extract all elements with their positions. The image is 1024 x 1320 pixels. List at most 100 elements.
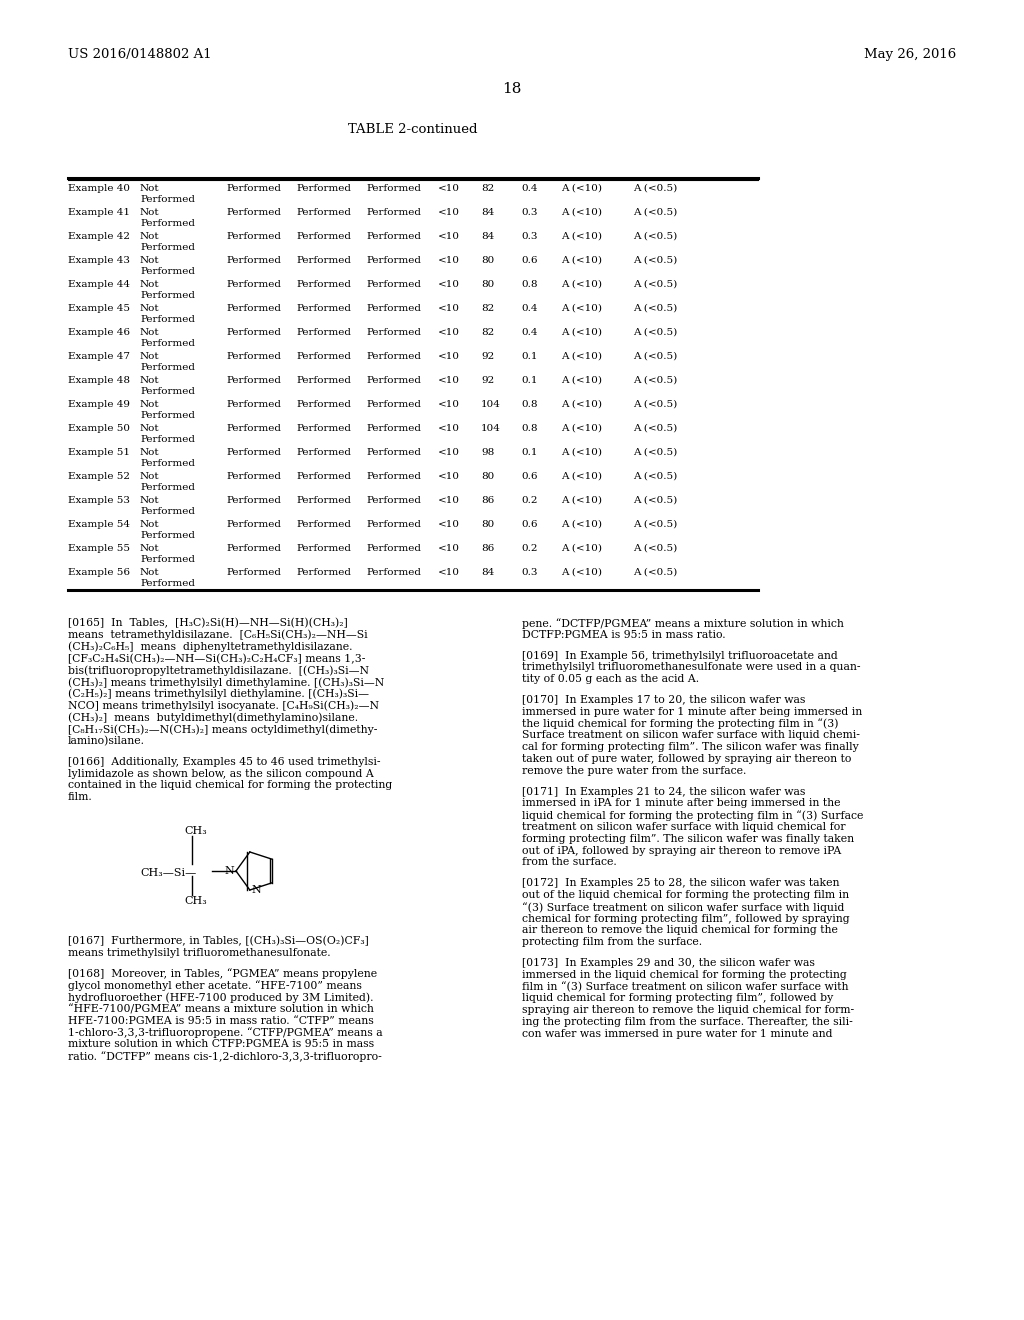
- Text: Not: Not: [140, 520, 160, 529]
- Text: Not: Not: [140, 400, 160, 409]
- Text: A (<0.5): A (<0.5): [633, 256, 677, 265]
- Text: Performed: Performed: [366, 447, 421, 457]
- Text: A (<10): A (<10): [561, 232, 602, 242]
- Text: <10: <10: [438, 496, 460, 506]
- Text: Performed: Performed: [226, 352, 281, 360]
- Text: A (<10): A (<10): [561, 424, 602, 433]
- Text: Performed: Performed: [366, 304, 421, 313]
- Text: <10: <10: [438, 376, 460, 385]
- Text: Performed: Performed: [226, 400, 281, 409]
- Text: trimethylsilyl trifluoromethanesulfonate were used in a quan-: trimethylsilyl trifluoromethanesulfonate…: [522, 663, 860, 672]
- Text: 0.4: 0.4: [521, 183, 538, 193]
- Text: Performed: Performed: [296, 568, 351, 577]
- Text: Performed: Performed: [140, 243, 195, 252]
- Text: Performed: Performed: [140, 531, 195, 540]
- Text: 0.8: 0.8: [521, 424, 538, 433]
- Text: [C₈H₁₇Si(CH₃)₂—N(CH₃)₂] means octyldimethyl(dimethy-: [C₈H₁₇Si(CH₃)₂—N(CH₃)₂] means octyldimet…: [68, 725, 378, 735]
- Text: Example 41: Example 41: [68, 209, 130, 216]
- Text: Example 48: Example 48: [68, 376, 130, 385]
- Text: <10: <10: [438, 520, 460, 529]
- Text: CH₃: CH₃: [184, 826, 208, 836]
- Text: (CH₃)₂] means trimethylsilyl dimethylamine. [(CH₃)₃Si—N: (CH₃)₂] means trimethylsilyl dimethylami…: [68, 677, 384, 688]
- Text: A (<0.5): A (<0.5): [633, 400, 677, 409]
- Text: 86: 86: [481, 496, 495, 506]
- Text: Performed: Performed: [366, 400, 421, 409]
- Text: <10: <10: [438, 447, 460, 457]
- Text: lylimidazole as shown below, as the silicon compound A: lylimidazole as shown below, as the sili…: [68, 768, 374, 779]
- Text: A (<10): A (<10): [561, 352, 602, 360]
- Text: air thereon to remove the liquid chemical for forming the: air thereon to remove the liquid chemica…: [522, 925, 838, 936]
- Text: 104: 104: [481, 424, 501, 433]
- Text: 0.1: 0.1: [521, 352, 538, 360]
- Text: TABLE 2-continued: TABLE 2-continued: [348, 123, 478, 136]
- Text: Not: Not: [140, 209, 160, 216]
- Text: Performed: Performed: [226, 232, 281, 242]
- Text: Example 56: Example 56: [68, 568, 130, 577]
- Text: Performed: Performed: [296, 256, 351, 265]
- Text: <10: <10: [438, 424, 460, 433]
- Text: Performed: Performed: [140, 411, 195, 420]
- Text: 80: 80: [481, 520, 495, 529]
- Text: Not: Not: [140, 304, 160, 313]
- Text: Performed: Performed: [140, 314, 195, 323]
- Text: Performed: Performed: [366, 544, 421, 553]
- Text: (C₂H₅)₂] means trimethylsilyl diethylamine. [(CH₃)₃Si—: (C₂H₅)₂] means trimethylsilyl diethylami…: [68, 689, 369, 700]
- Text: Example 53: Example 53: [68, 496, 130, 506]
- Text: 0.3: 0.3: [521, 232, 538, 242]
- Text: con wafer was immersed in pure water for 1 minute and: con wafer was immersed in pure water for…: [522, 1028, 833, 1039]
- Text: 86: 86: [481, 544, 495, 553]
- Text: N: N: [252, 884, 261, 895]
- Text: “(3) Surface treatment on silicon wafer surface with liquid: “(3) Surface treatment on silicon wafer …: [522, 902, 845, 912]
- Text: [0171]  In Examples 21 to 24, the silicon wafer was: [0171] In Examples 21 to 24, the silicon…: [522, 787, 805, 796]
- Text: A (<10): A (<10): [561, 304, 602, 313]
- Text: A (<0.5): A (<0.5): [633, 304, 677, 313]
- Text: Not: Not: [140, 327, 160, 337]
- Text: Performed: Performed: [296, 473, 351, 480]
- Text: [0167]  Furthermore, in Tables, [(CH₃)₃Si—OS(O₂)CF₃]: [0167] Furthermore, in Tables, [(CH₃)₃Si…: [68, 936, 369, 946]
- Text: Surface treatment on silicon wafer surface with liquid chemi-: Surface treatment on silicon wafer surfa…: [522, 730, 860, 741]
- Text: A (<10): A (<10): [561, 209, 602, 216]
- Text: Not: Not: [140, 568, 160, 577]
- Text: Performed: Performed: [366, 473, 421, 480]
- Text: Performed: Performed: [226, 280, 281, 289]
- Text: mixture solution in which CTFP:PGMEA is 95:5 in mass: mixture solution in which CTFP:PGMEA is …: [68, 1039, 374, 1049]
- Text: 0.6: 0.6: [521, 473, 538, 480]
- Text: Performed: Performed: [366, 424, 421, 433]
- Text: Performed: Performed: [366, 352, 421, 360]
- Text: 84: 84: [481, 209, 495, 216]
- Text: A (<0.5): A (<0.5): [633, 232, 677, 242]
- Text: means  tetramethyldisilazane.  [C₆H₅Si(CH₃)₂—NH—Si: means tetramethyldisilazane. [C₆H₅Si(CH₃…: [68, 630, 368, 640]
- Text: Performed: Performed: [366, 568, 421, 577]
- Text: Performed: Performed: [226, 327, 281, 337]
- Text: Performed: Performed: [296, 544, 351, 553]
- Text: 84: 84: [481, 568, 495, 577]
- Text: Performed: Performed: [226, 473, 281, 480]
- Text: A (<0.5): A (<0.5): [633, 544, 677, 553]
- Text: A (<0.5): A (<0.5): [633, 327, 677, 337]
- Text: 0.1: 0.1: [521, 376, 538, 385]
- Text: tity of 0.05 g each as the acid A.: tity of 0.05 g each as the acid A.: [522, 675, 699, 684]
- Text: A (<0.5): A (<0.5): [633, 183, 677, 193]
- Text: <10: <10: [438, 473, 460, 480]
- Text: Performed: Performed: [296, 209, 351, 216]
- Text: contained in the liquid chemical for forming the protecting: contained in the liquid chemical for for…: [68, 780, 392, 791]
- Text: [0170]  In Examples 17 to 20, the silicon wafer was: [0170] In Examples 17 to 20, the silicon…: [522, 696, 805, 705]
- Text: A (<10): A (<10): [561, 496, 602, 506]
- Text: A (<10): A (<10): [561, 183, 602, 193]
- Text: 80: 80: [481, 473, 495, 480]
- Text: A (<10): A (<10): [561, 256, 602, 265]
- Text: liquid chemical for forming protecting film”, followed by: liquid chemical for forming protecting f…: [522, 994, 834, 1003]
- Text: Performed: Performed: [140, 363, 195, 371]
- Text: Not: Not: [140, 232, 160, 242]
- Text: 1-chloro-3,3,3-trifluoropropene. “CTFP/PGMEA” means a: 1-chloro-3,3,3-trifluoropropene. “CTFP/P…: [68, 1027, 383, 1039]
- Text: 80: 80: [481, 280, 495, 289]
- Text: Performed: Performed: [296, 447, 351, 457]
- Text: Performed: Performed: [226, 376, 281, 385]
- Text: Performed: Performed: [366, 183, 421, 193]
- Text: <10: <10: [438, 280, 460, 289]
- Text: Example 45: Example 45: [68, 304, 130, 313]
- Text: 82: 82: [481, 327, 495, 337]
- Text: Performed: Performed: [226, 424, 281, 433]
- Text: Not: Not: [140, 183, 160, 193]
- Text: the liquid chemical for forming the protecting film in “(3): the liquid chemical for forming the prot…: [522, 718, 839, 730]
